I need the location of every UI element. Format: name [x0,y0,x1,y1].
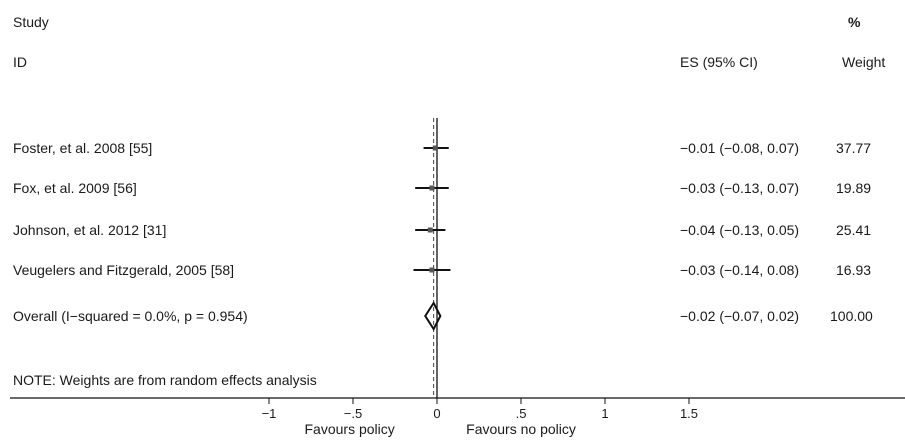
study-label: Foster, et al. 2008 [55] [13,140,153,156]
study-weight: 25.41 [836,222,872,238]
study-effect-marker [429,185,435,191]
x-tick-label: .5 [516,406,527,421]
overall-weight: 100.00 [830,308,873,324]
overall-label: Overall (I−squared = 0.0%, p = 0.954) [13,308,248,324]
study-label: Johnson, et al. 2012 [31] [13,222,167,238]
overall-es-ci: −0.02 (−0.07, 0.02) [680,308,800,324]
percent-column-header: % [848,14,861,30]
study-column-header: Study [13,14,49,30]
id-column-header: ID [13,54,27,70]
study-weight: 16.93 [836,262,872,278]
study-es-ci: −0.03 (−0.14, 0.08) [680,262,800,278]
study-es-ci: −0.01 (−0.08, 0.07) [680,140,800,156]
x-tick-label: −1 [262,406,277,421]
es-column-header: ES (95% CI) [680,54,758,70]
weight-column-header: Weight [842,54,886,70]
x-tick-label: −.5 [344,406,362,421]
favours-no-policy-label: Favours no policy [466,421,576,437]
x-tick-label: 1 [601,406,608,421]
weights-note: NOTE: Weights are from random effects an… [13,372,317,388]
study-es-ci: −0.04 (−0.13, 0.05) [680,222,800,238]
study-effect-marker [432,145,438,151]
favours-policy-label: Favours policy [305,421,395,437]
overall-diamond [424,301,442,331]
study-effect-marker [427,227,433,233]
study-label: Fox, et al. 2009 [56] [13,180,137,196]
study-label: Veugelers and Fitzgerald, 2005 [58] [13,262,235,278]
x-tick-label: 0 [433,406,440,421]
x-tick-label: 1.5 [680,406,698,421]
study-weight: 19.89 [836,180,872,196]
study-effect-marker [429,267,435,273]
study-es-ci: −0.03 (−0.13, 0.07) [680,180,800,196]
study-weight: 37.77 [836,140,872,156]
